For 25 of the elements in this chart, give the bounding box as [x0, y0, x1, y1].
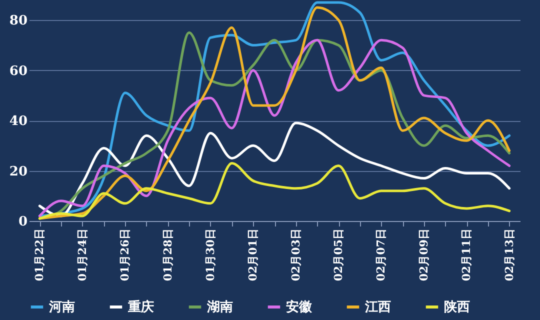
x-tick-label: 01月22日	[33, 228, 46, 282]
legend-label: 安徽	[286, 299, 313, 315]
legend-label: 湖南	[206, 300, 233, 315]
y-tick-label: 40	[9, 114, 28, 130]
x-tick-label: 01月24日	[76, 228, 89, 282]
y-tick-label: 0	[18, 214, 28, 230]
x-tick-label: 02月11日	[460, 228, 474, 282]
x-tick-label: 02月03日	[289, 228, 302, 282]
x-tick-label: 02月13日	[502, 228, 516, 282]
x-tick-label: 02月09日	[417, 228, 430, 282]
line-series	[38, 162, 511, 220]
x-tick-label: 01月26日	[118, 228, 132, 282]
x-tick-label: 02月07日	[374, 228, 388, 282]
x-tick-label: 02月01日	[246, 228, 260, 282]
legend-label: 陕西	[444, 300, 470, 315]
y-tick-label: 20	[9, 164, 28, 180]
x-tick-label: 02月05日	[332, 228, 346, 282]
line-series	[38, 122, 511, 218]
y-tick-label: 60	[9, 64, 28, 79]
legend-label: 江西	[364, 300, 391, 315]
x-tick-label: 01月30日	[204, 228, 217, 282]
y-tick-label: 80	[9, 14, 28, 29]
legend-label: 重庆	[127, 299, 154, 315]
legend-label: 河南	[48, 300, 75, 315]
x-tick-label: 01月28日	[161, 228, 174, 282]
